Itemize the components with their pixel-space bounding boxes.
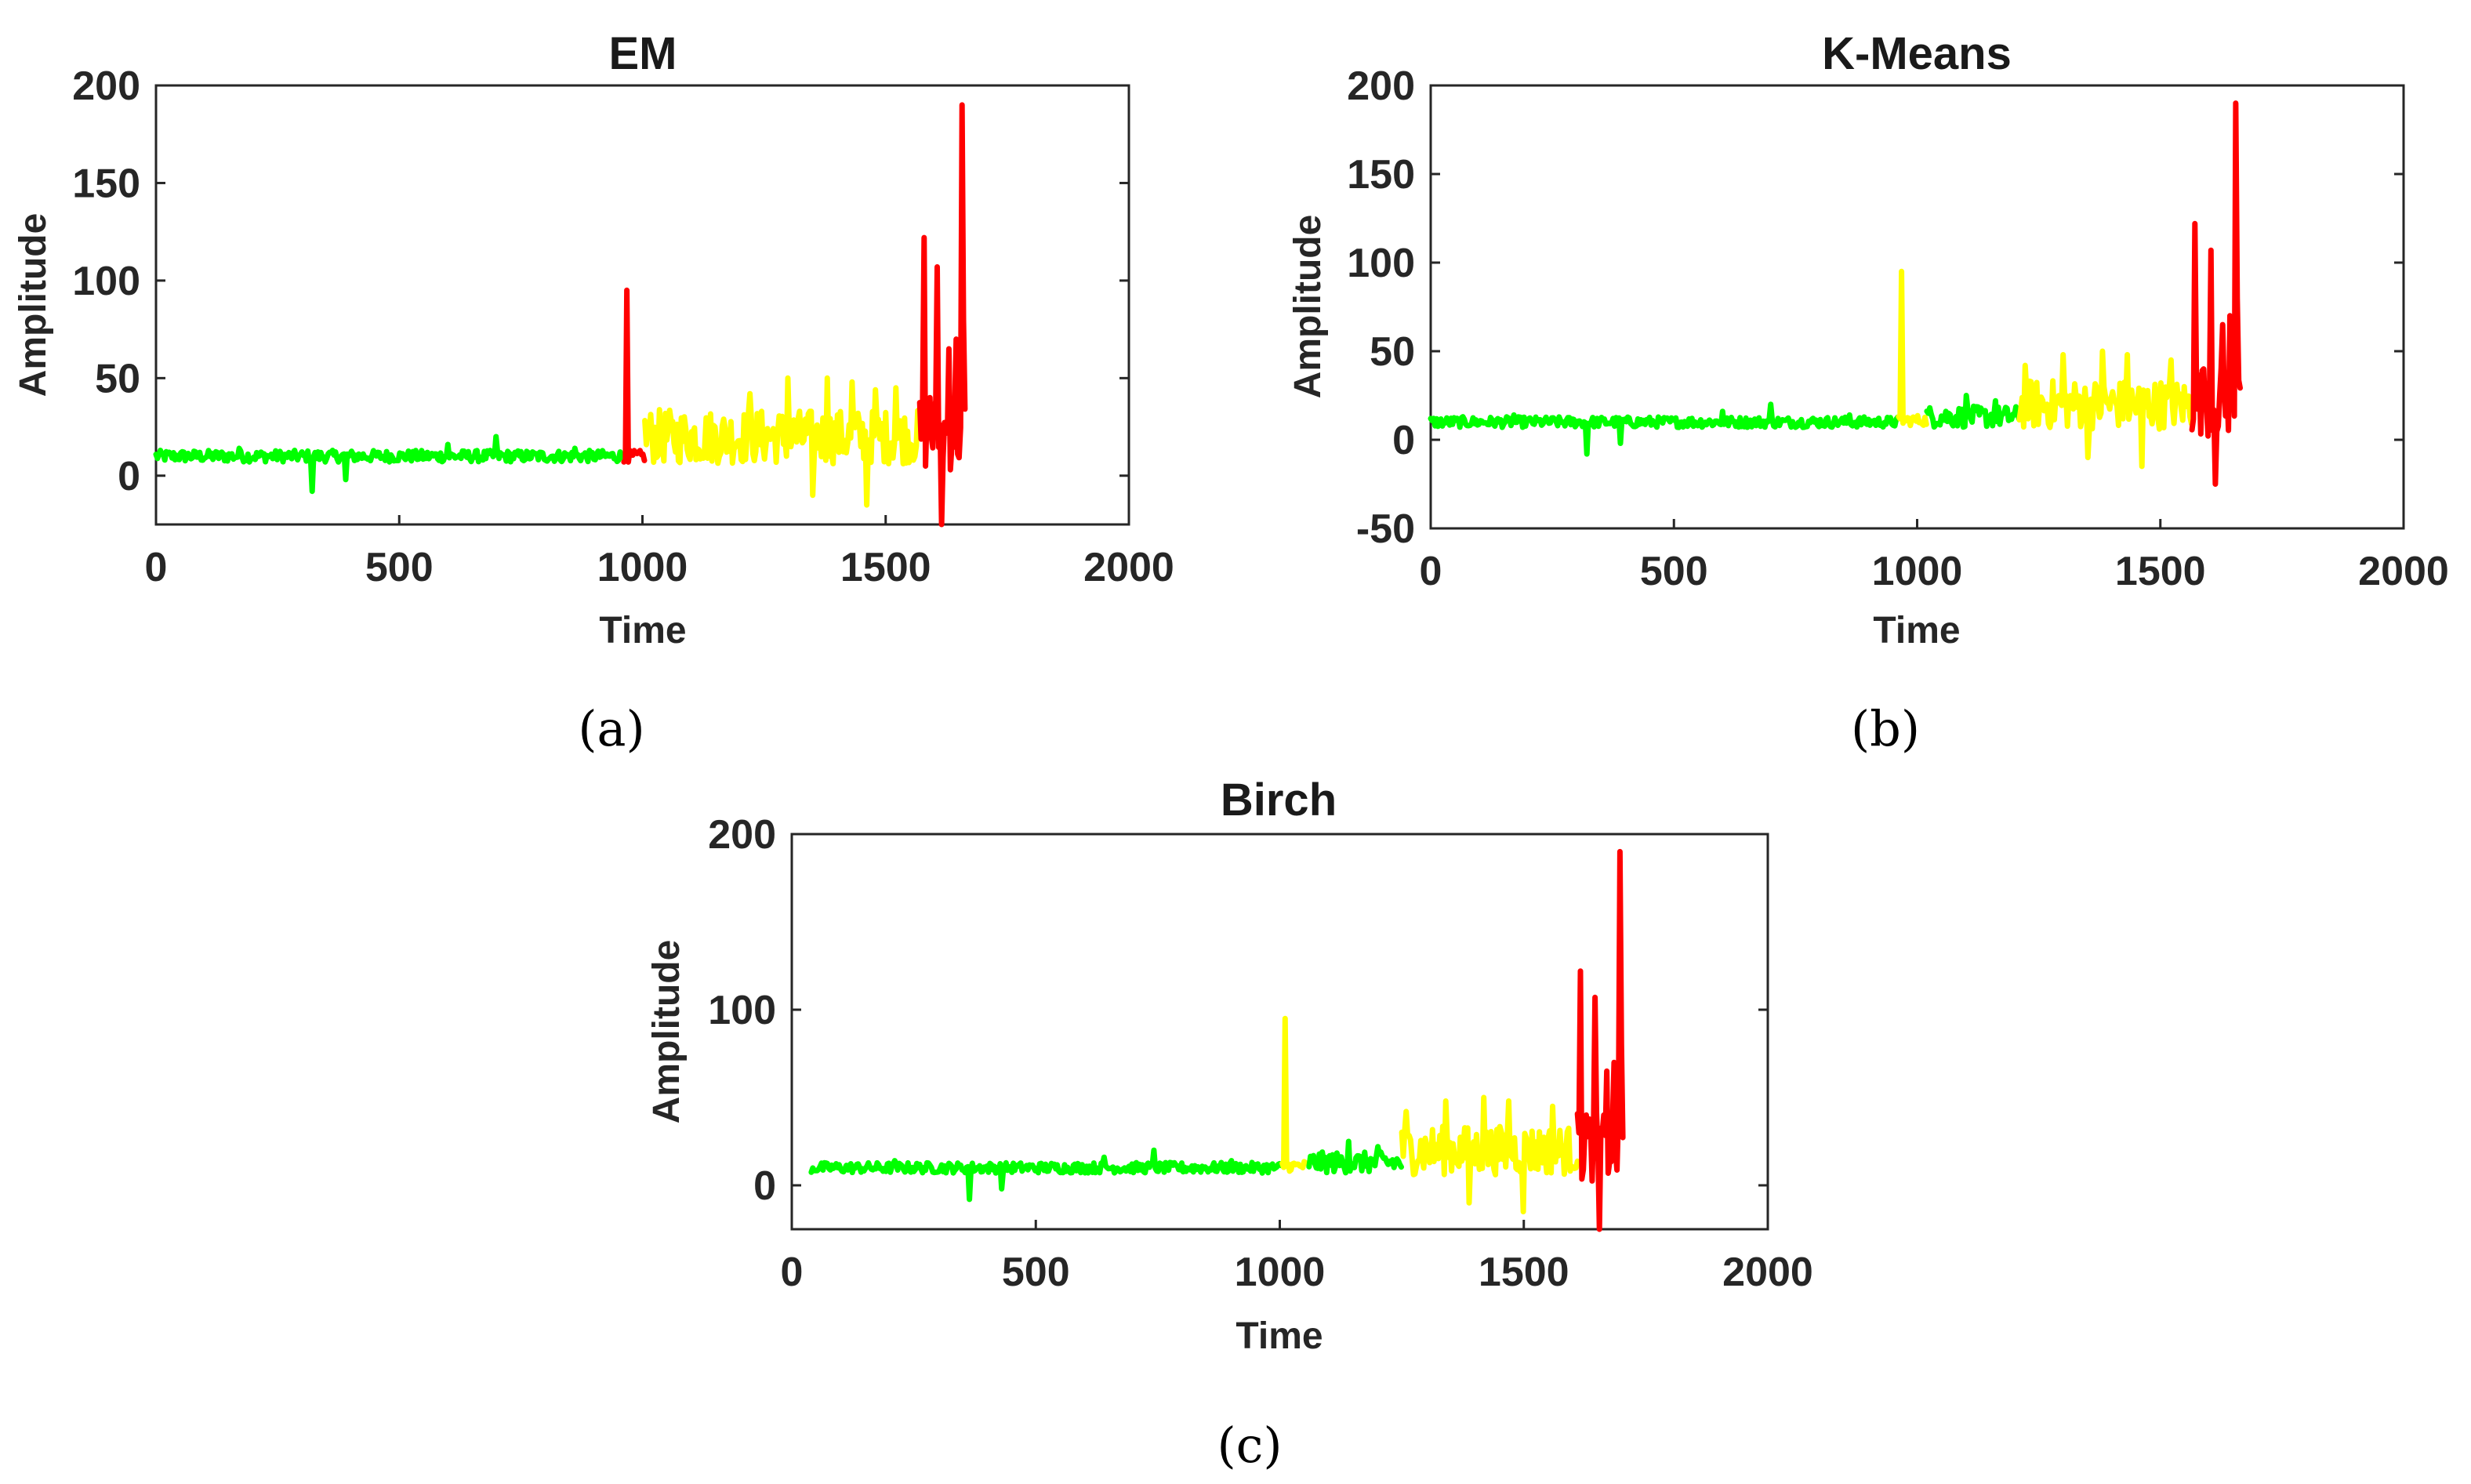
- x-tick-label: 1500: [2115, 549, 2206, 594]
- signal-traces: [1428, 100, 2243, 487]
- series-mid-segment: [2016, 348, 2194, 470]
- y-tick-label: 100: [72, 259, 140, 304]
- y-tick-label: 100: [1347, 241, 1415, 286]
- x-tick-label: 500: [1640, 549, 1708, 594]
- x-tick-label: 500: [1002, 1250, 1070, 1295]
- x-tick-label: 1500: [840, 545, 931, 590]
- series-low-segment: [1924, 393, 2022, 430]
- panel-em: EM 0 500 1000 1500 2000 0 50 100 150 200 Time Amp…: [13, 28, 1174, 757]
- y-tick-label: 50: [1370, 329, 1415, 375]
- y-tick-label: 200: [1347, 63, 1415, 109]
- y-tick-label: 100: [708, 988, 776, 1033]
- series-mid-segment: [1896, 268, 1929, 429]
- series-low-segment: [1428, 401, 1901, 457]
- x-axis-label: Time: [599, 610, 686, 651]
- series-low-segment: [808, 1147, 1284, 1203]
- series-high-segment: [2189, 100, 2243, 487]
- x-tick-label: 500: [365, 545, 434, 590]
- x-tick-label: 1500: [1479, 1250, 1569, 1295]
- series-low-segment: [1306, 1138, 1404, 1176]
- x-tick-label: 2000: [2358, 549, 2449, 594]
- plot-frame: [1429, 84, 2405, 530]
- x-tick-label: 2000: [1083, 545, 1174, 590]
- y-tick-label: 150: [72, 161, 140, 206]
- panel-caption: (a): [578, 700, 644, 757]
- series-high-segment: [1574, 848, 1626, 1232]
- y-tick-label: 0: [118, 454, 140, 499]
- y-tick-label: 200: [708, 812, 776, 858]
- y-tick-label: 200: [72, 63, 140, 109]
- x-axis-label: Time: [1873, 610, 1960, 651]
- x-tick-label: 1000: [1872, 549, 1963, 594]
- series-high-segment: [621, 287, 648, 465]
- y-tick-label: 0: [753, 1163, 776, 1209]
- panel-kmeans: K-Means 0 500 1000 1500 2000-50050100150200 …: [1287, 28, 2449, 757]
- series-mid-segment: [642, 375, 923, 508]
- y-tick-label: -50: [1356, 506, 1415, 552]
- panel-title: K-Means: [1822, 28, 2012, 79]
- axis-ticks: 0 500 1000 1500 2000 0 100 200: [708, 812, 1813, 1295]
- x-tick-label: 2000: [1722, 1250, 1813, 1295]
- signal-traces: [153, 102, 968, 528]
- y-axis-label: Amplitude: [13, 213, 54, 397]
- series-high-segment: [916, 102, 968, 528]
- series-mid-segment: [1399, 1094, 1580, 1215]
- signal-traces: [808, 848, 1626, 1232]
- x-tick-label: 0: [1420, 549, 1442, 594]
- panel-title: EM: [609, 28, 677, 79]
- y-axis-label: Amplitude: [646, 940, 688, 1124]
- panel-birch: Birch 0 500 1000 1500 2000 0 100 200 Time Ampli…: [646, 775, 1813, 1474]
- y-tick-label: 0: [1392, 418, 1415, 463]
- panel-title: Birch: [1221, 775, 1337, 825]
- panel-caption: (b): [1851, 700, 1920, 757]
- x-tick-label: 1000: [1235, 1250, 1326, 1295]
- y-tick-label: 50: [95, 356, 140, 401]
- x-tick-label: 0: [145, 545, 168, 590]
- series-low-segment: [153, 434, 626, 495]
- x-tick-label: 1000: [597, 545, 688, 590]
- axis-ticks: 0 500 1000 1500 2000 0 50 100 150 200: [72, 63, 1174, 590]
- panel-caption: (c): [1217, 1417, 1282, 1474]
- x-axis-label: Time: [1236, 1315, 1323, 1357]
- y-axis-label: Amplitude: [1287, 215, 1329, 399]
- y-tick-label: 150: [1347, 152, 1415, 198]
- x-tick-label: 0: [781, 1250, 804, 1295]
- series-mid-segment: [1279, 1015, 1312, 1174]
